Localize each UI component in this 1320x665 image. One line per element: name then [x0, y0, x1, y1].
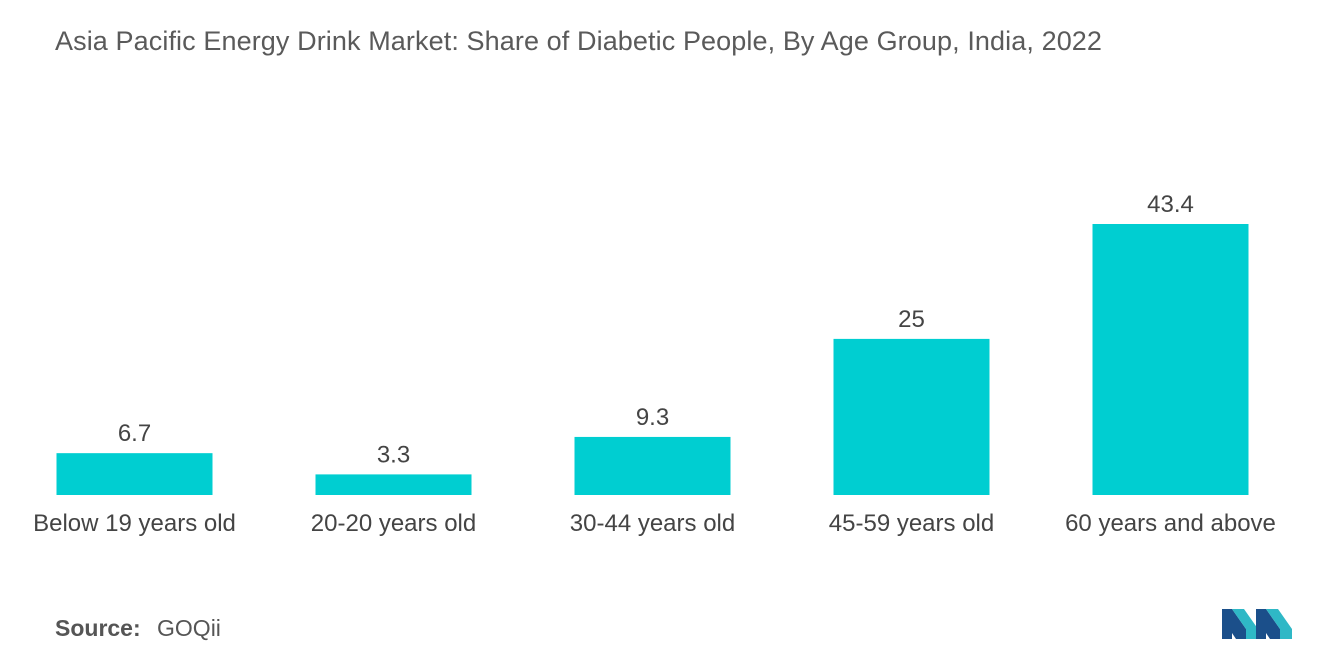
bar-1: [315, 474, 472, 495]
source-note: Source: GOQii: [55, 615, 221, 642]
value-label-4: 43.4: [1147, 191, 1194, 218]
category-label-3: 45-59 years old: [829, 510, 994, 537]
value-label-3: 25: [898, 306, 925, 333]
chart-title: Asia Pacific Energy Drink Market: Share …: [55, 26, 1103, 56]
category-label-0: Below 19 years old: [33, 510, 236, 537]
value-labels-layer: 6.7 3.3 9.3 25 43.4: [118, 191, 1194, 468]
value-label-0: 6.7: [118, 420, 151, 447]
category-label-2: 30-44 years old: [570, 510, 735, 537]
bars-layer: [56, 224, 1249, 495]
bar-3: [833, 338, 990, 495]
mordor-intelligence-logo-icon: [1222, 609, 1292, 639]
bar-4: [1092, 224, 1249, 495]
value-label-2: 9.3: [636, 404, 669, 431]
bar-2: [574, 436, 731, 495]
category-label-4: 60 years and above: [1065, 510, 1276, 537]
source-label: Source:: [55, 615, 141, 641]
source-value: GOQii: [157, 615, 221, 641]
bar-0: [56, 453, 213, 495]
bar-chart: 6.7 3.3 9.3 25 43.4 Below 19 years old 20-20 …: [33, 191, 1276, 537]
category-labels-layer: Below 19 years old 20-20 years old 30-44 y…: [33, 510, 1276, 537]
value-label-1: 3.3: [377, 441, 410, 468]
category-label-1: 20-20 years old: [311, 510, 476, 537]
